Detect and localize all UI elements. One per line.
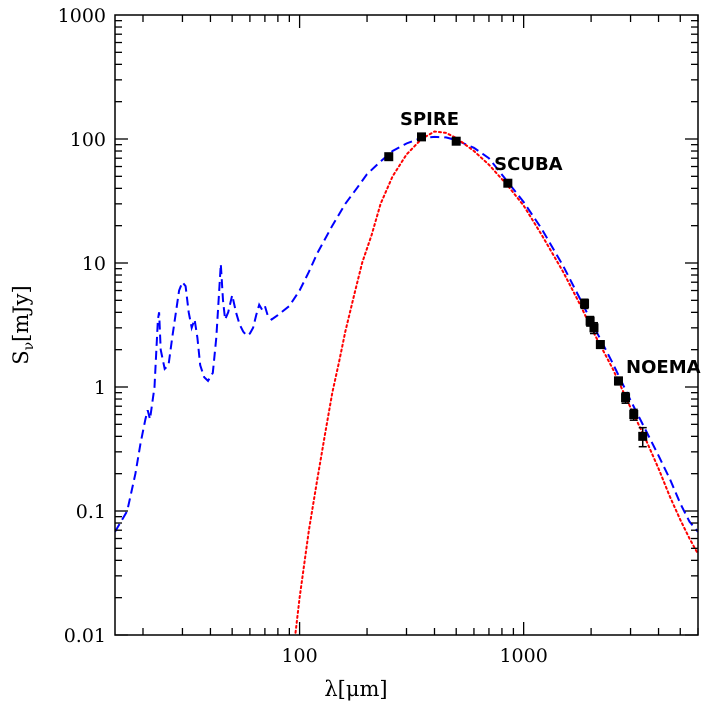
data-point — [613, 376, 623, 386]
annotation-label: SPIRE — [400, 109, 459, 130]
y-tick-label: 100 — [70, 129, 106, 151]
y-tick-label: 1 — [94, 377, 106, 399]
x-tick-label: 100 — [281, 645, 317, 667]
data-point — [629, 410, 639, 420]
y-tick-label: 1000 — [58, 5, 106, 27]
axis-ticks — [115, 15, 699, 636]
x-tick-label: 1000 — [499, 645, 547, 667]
annotations: SPIRE SCUBA NOEMA — [400, 109, 701, 378]
y-axis-title: Sν[mJy] — [9, 285, 37, 365]
data-point — [580, 299, 590, 309]
data-point — [621, 393, 631, 403]
y-tick-label: 0.01 — [64, 625, 106, 647]
data-point — [638, 431, 648, 441]
y-tick-label: 0.1 — [76, 501, 106, 523]
dashed-model-curve — [115, 135, 698, 533]
data-point — [451, 136, 461, 146]
data-point — [416, 132, 426, 142]
data-points — [384, 132, 648, 448]
annotation-label: SCUBA — [494, 154, 563, 175]
tick-labels: 100 1000 0.01 0.1 1 10 100 1000 — [58, 5, 548, 667]
y-tick-label: 10 — [82, 253, 106, 275]
data-point — [585, 316, 595, 326]
data-point — [595, 340, 605, 350]
x-axis-title: λ[μm] — [324, 677, 387, 701]
data-point — [503, 178, 513, 188]
data-point — [589, 323, 599, 333]
data-point — [384, 152, 394, 162]
annotation-label: NOEMA — [626, 357, 701, 378]
